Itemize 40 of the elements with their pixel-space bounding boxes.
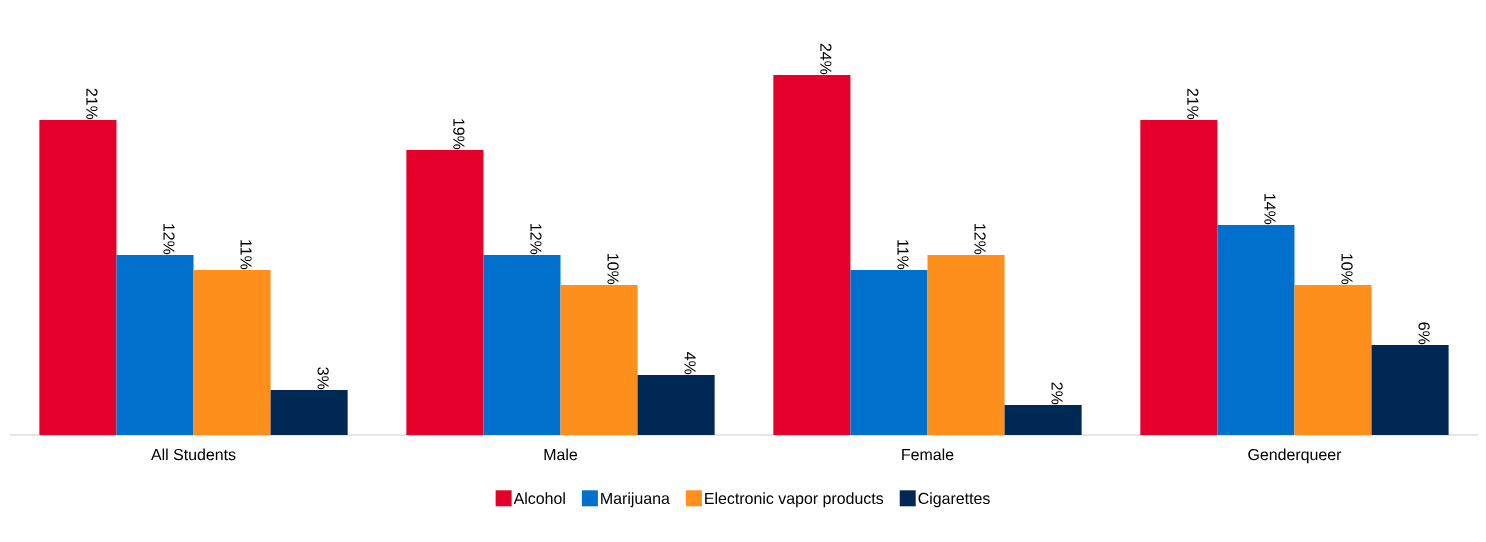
x-tick-label: All Students	[151, 448, 236, 461]
x-tick-label: Female	[902, 448, 954, 461]
data-label: 6%	[1418, 322, 1430, 345]
bar	[116, 254, 194, 435]
data-label: 11%	[897, 240, 909, 270]
bar	[773, 74, 851, 435]
bar	[1140, 119, 1218, 435]
bar	[1371, 344, 1449, 435]
bar	[850, 269, 928, 435]
legend-label: Cigarettes	[918, 492, 990, 508]
bar	[270, 389, 348, 435]
x-tick-label: Male	[544, 448, 578, 461]
x-tick-label: Genderqueer	[1248, 448, 1342, 464]
bar	[406, 149, 484, 435]
data-label: 2%	[1051, 382, 1063, 405]
bar	[1004, 404, 1082, 435]
data-label: 11%	[240, 240, 252, 270]
legend-label: Marijuana	[601, 492, 670, 508]
bar	[927, 254, 1005, 435]
data-label: 14%	[1264, 194, 1276, 225]
legend-label: Alcohol	[513, 492, 565, 505]
bar	[193, 269, 271, 435]
bar	[39, 119, 117, 435]
data-label: 24%	[820, 43, 832, 75]
data-label: 10%	[607, 254, 619, 285]
data-label: 12%	[530, 224, 542, 255]
bar	[560, 284, 638, 435]
bar	[1217, 224, 1295, 435]
bar	[483, 254, 561, 435]
bar	[1294, 284, 1372, 435]
data-label: 19%	[453, 119, 465, 150]
data-label: 12%	[974, 224, 986, 255]
legend-label: Electronic vapor products	[705, 492, 884, 508]
data-label: 21%	[86, 88, 98, 120]
data-label: 10%	[1341, 254, 1353, 285]
data-label: 3%	[317, 367, 329, 390]
bar	[637, 374, 715, 435]
data-label: 4%	[684, 352, 696, 375]
data-label: 12%	[163, 224, 175, 255]
data-label: 21%	[1187, 88, 1199, 120]
